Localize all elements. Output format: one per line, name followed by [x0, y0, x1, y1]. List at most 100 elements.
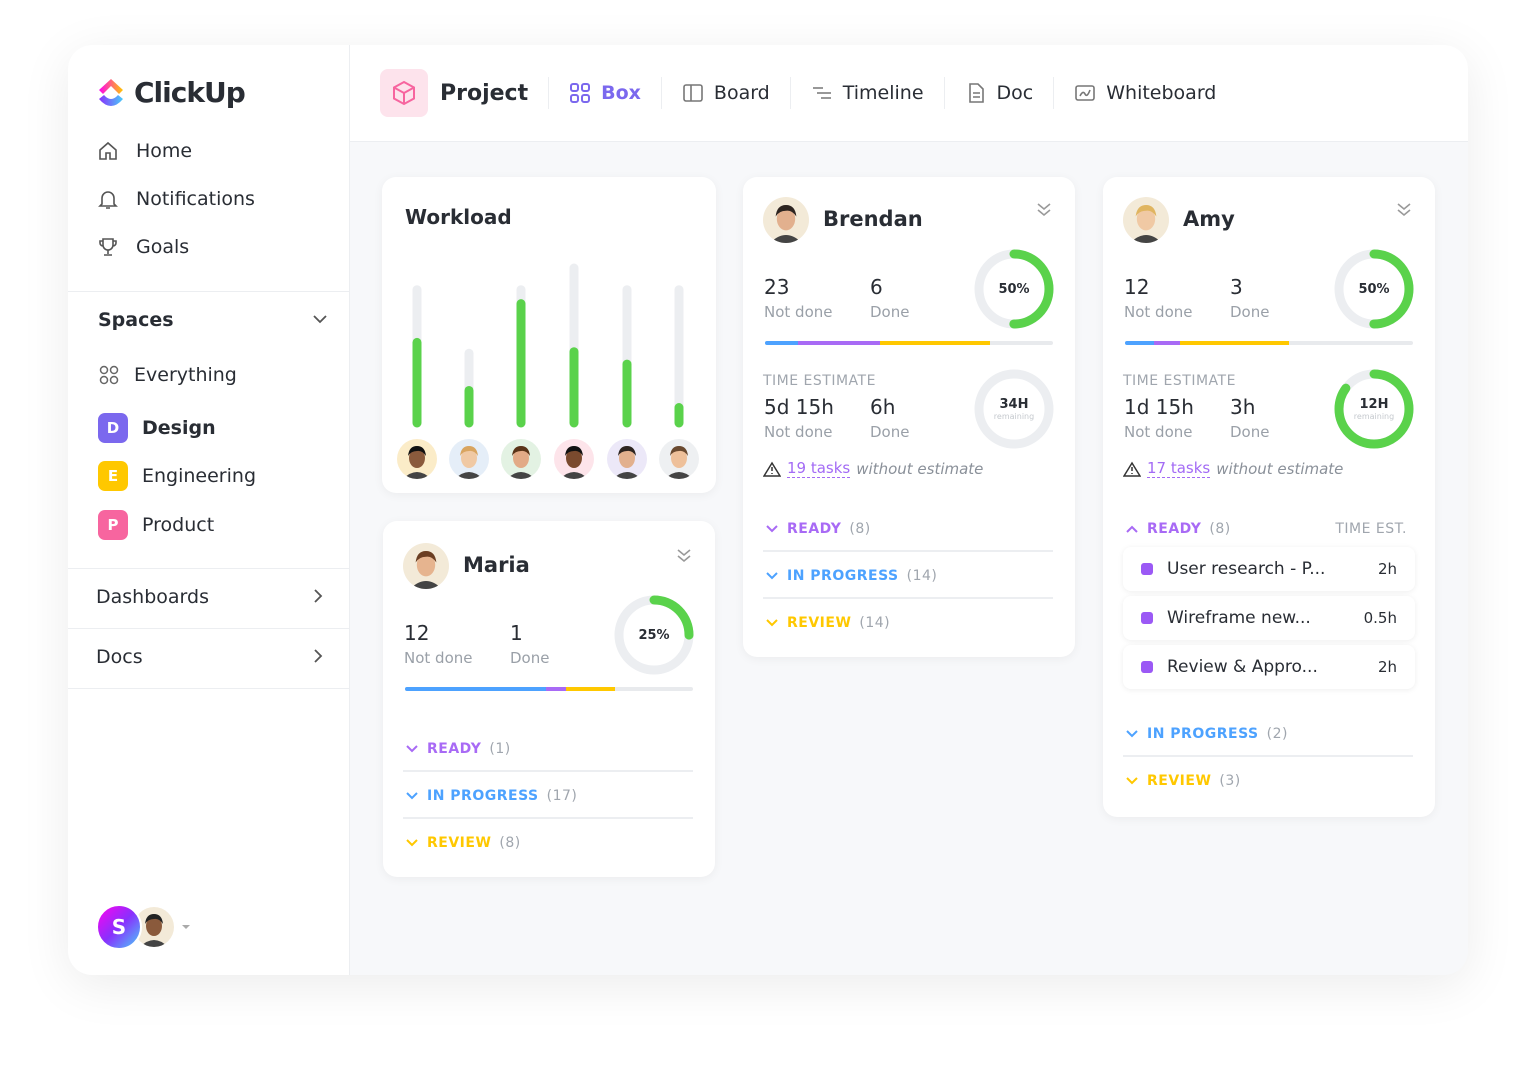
- status-label: IN PROGRESS: [427, 788, 539, 804]
- section-docs[interactable]: Docs: [96, 646, 328, 668]
- status-label: IN PROGRESS: [1147, 726, 1259, 742]
- divider: [763, 597, 1053, 599]
- clickup-logo-icon: [99, 79, 123, 106]
- caret-down-icon: [182, 925, 190, 929]
- divider: [763, 550, 1053, 552]
- completion-ring: 50%: [973, 248, 1055, 330]
- tasks-without-estimate-link[interactable]: 17 tasks: [1147, 459, 1211, 478]
- done-label: Done: [870, 303, 910, 321]
- nav-label: Home: [136, 140, 193, 162]
- done-count: 3: [1230, 275, 1243, 299]
- status-count: (14): [859, 615, 891, 631]
- completion-percent: 50%: [1358, 281, 1390, 297]
- chevron-down-icon: [766, 525, 778, 533]
- brand-name: ClickUp: [134, 75, 246, 109]
- avatar: [1123, 197, 1169, 243]
- tab-box[interactable]: Box: [548, 77, 661, 109]
- status-group-in-progress[interactable]: IN PROGRESS (14): [765, 568, 937, 584]
- task-row[interactable]: Review & Appro... 2h: [1123, 645, 1415, 689]
- not-done-label: Not done: [404, 649, 473, 667]
- status-count: (1): [489, 741, 511, 757]
- chevron-down-icon: [406, 745, 418, 753]
- status-progress-bar: [1125, 341, 1413, 345]
- task-row[interactable]: Wireframe new... 0.5h: [1123, 596, 1415, 640]
- tab-whiteboard[interactable]: Whiteboard: [1053, 77, 1236, 109]
- status-group-review[interactable]: REVIEW (8): [405, 835, 521, 851]
- tab-doc[interactable]: Doc: [943, 77, 1054, 109]
- workload-avatar[interactable]: [607, 439, 647, 479]
- collapse-chevrons-icon[interactable]: [675, 547, 693, 565]
- status-group-ready[interactable]: READY (8): [1125, 521, 1231, 537]
- person-name: Brendan: [823, 207, 923, 231]
- tab-board[interactable]: Board: [660, 77, 790, 109]
- task-time-estimate: 2h: [1377, 560, 1397, 578]
- top-bar: Project Box Board Timeline Doc Whiteboar…: [350, 45, 1468, 142]
- status-label: READY: [1147, 521, 1202, 537]
- workload-avatar[interactable]: [554, 439, 594, 479]
- space-label: Everything: [134, 364, 237, 386]
- tasks-without-estimate-link[interactable]: 19 tasks: [787, 459, 851, 478]
- space-product[interactable]: P Product: [98, 510, 214, 540]
- clickup-logo[interactable]: ClickUp: [96, 75, 246, 109]
- done-label: Done: [1230, 303, 1270, 321]
- workload-avatar[interactable]: [449, 439, 489, 479]
- status-label: REVIEW: [787, 615, 852, 631]
- user-initial: S: [111, 915, 127, 939]
- done-label: Done: [870, 423, 910, 441]
- status-count: (8): [849, 521, 871, 537]
- task-row[interactable]: User research - P... 2h: [1123, 547, 1415, 591]
- space-design[interactable]: D Design: [98, 413, 216, 443]
- collapse-chevrons-icon[interactable]: [1395, 201, 1413, 219]
- status-progress-bar: [765, 341, 1053, 345]
- task-status-icon: [1141, 612, 1153, 624]
- remaining-label: remaining: [1353, 412, 1395, 421]
- status-group-ready[interactable]: READY (1): [405, 741, 511, 757]
- time-done: 6h: [870, 395, 896, 419]
- time-done: 3h: [1230, 395, 1256, 419]
- nav-goals[interactable]: Goals: [96, 235, 189, 259]
- user-menu[interactable]: S: [96, 904, 192, 950]
- nav-home[interactable]: Home: [96, 139, 192, 163]
- remaining-ring: 34H remaining: [973, 368, 1055, 450]
- status-count: (3): [1219, 773, 1241, 789]
- status-group-in-progress[interactable]: IN PROGRESS (2): [1125, 726, 1288, 742]
- user-avatar: S: [96, 904, 142, 950]
- status-count: (8): [1209, 521, 1231, 537]
- divider: [403, 817, 693, 819]
- not-done-label: Not done: [764, 303, 833, 321]
- workload-avatar[interactable]: [659, 439, 699, 479]
- workload-avatar[interactable]: [501, 439, 541, 479]
- collapse-chevrons-icon[interactable]: [1035, 201, 1053, 219]
- remaining-hours: 34H: [999, 397, 1029, 412]
- not-done-label: Not done: [1124, 303, 1193, 321]
- section-label: Dashboards: [96, 586, 209, 608]
- whiteboard-icon: [1075, 85, 1096, 101]
- space-everything[interactable]: Everything: [98, 364, 237, 386]
- box-view-icon: [570, 83, 591, 103]
- done-label: Done: [510, 649, 550, 667]
- spaces-header[interactable]: Spaces: [98, 309, 330, 331]
- section-dashboards[interactable]: Dashboards: [96, 586, 328, 608]
- tab-timeline[interactable]: Timeline: [789, 77, 944, 109]
- tab-label: Whiteboard: [1106, 82, 1217, 104]
- timeline-icon: [812, 87, 831, 99]
- warning-icon: [1123, 461, 1141, 477]
- amy-card: Amy 12 3 Not done Done 50% TIME ESTIMATE 1d 15h…: [1103, 177, 1435, 817]
- nav-label: Notifications: [136, 188, 255, 210]
- space-engineering[interactable]: E Engineering: [98, 461, 256, 491]
- workload-avatar[interactable]: [397, 439, 437, 479]
- status-label: IN PROGRESS: [787, 568, 899, 584]
- status-count: (17): [546, 788, 578, 804]
- workload-chart: [412, 263, 684, 428]
- time-estimate-title: TIME ESTIMATE: [763, 373, 876, 389]
- status-group-review[interactable]: REVIEW (14): [765, 615, 890, 631]
- status-group-ready[interactable]: READY (8): [765, 521, 871, 537]
- nav-notifications[interactable]: Notifications: [96, 187, 255, 211]
- progress-ring: [1334, 249, 1414, 329]
- done-label: Done: [1230, 423, 1270, 441]
- not-done-count: 12: [1124, 275, 1150, 299]
- chevron-right-icon: [314, 589, 323, 603]
- status-group-in-progress[interactable]: IN PROGRESS (17): [405, 788, 577, 804]
- chevron-down-icon[interactable]: [310, 309, 330, 329]
- status-group-review[interactable]: REVIEW (3): [1125, 773, 1241, 789]
